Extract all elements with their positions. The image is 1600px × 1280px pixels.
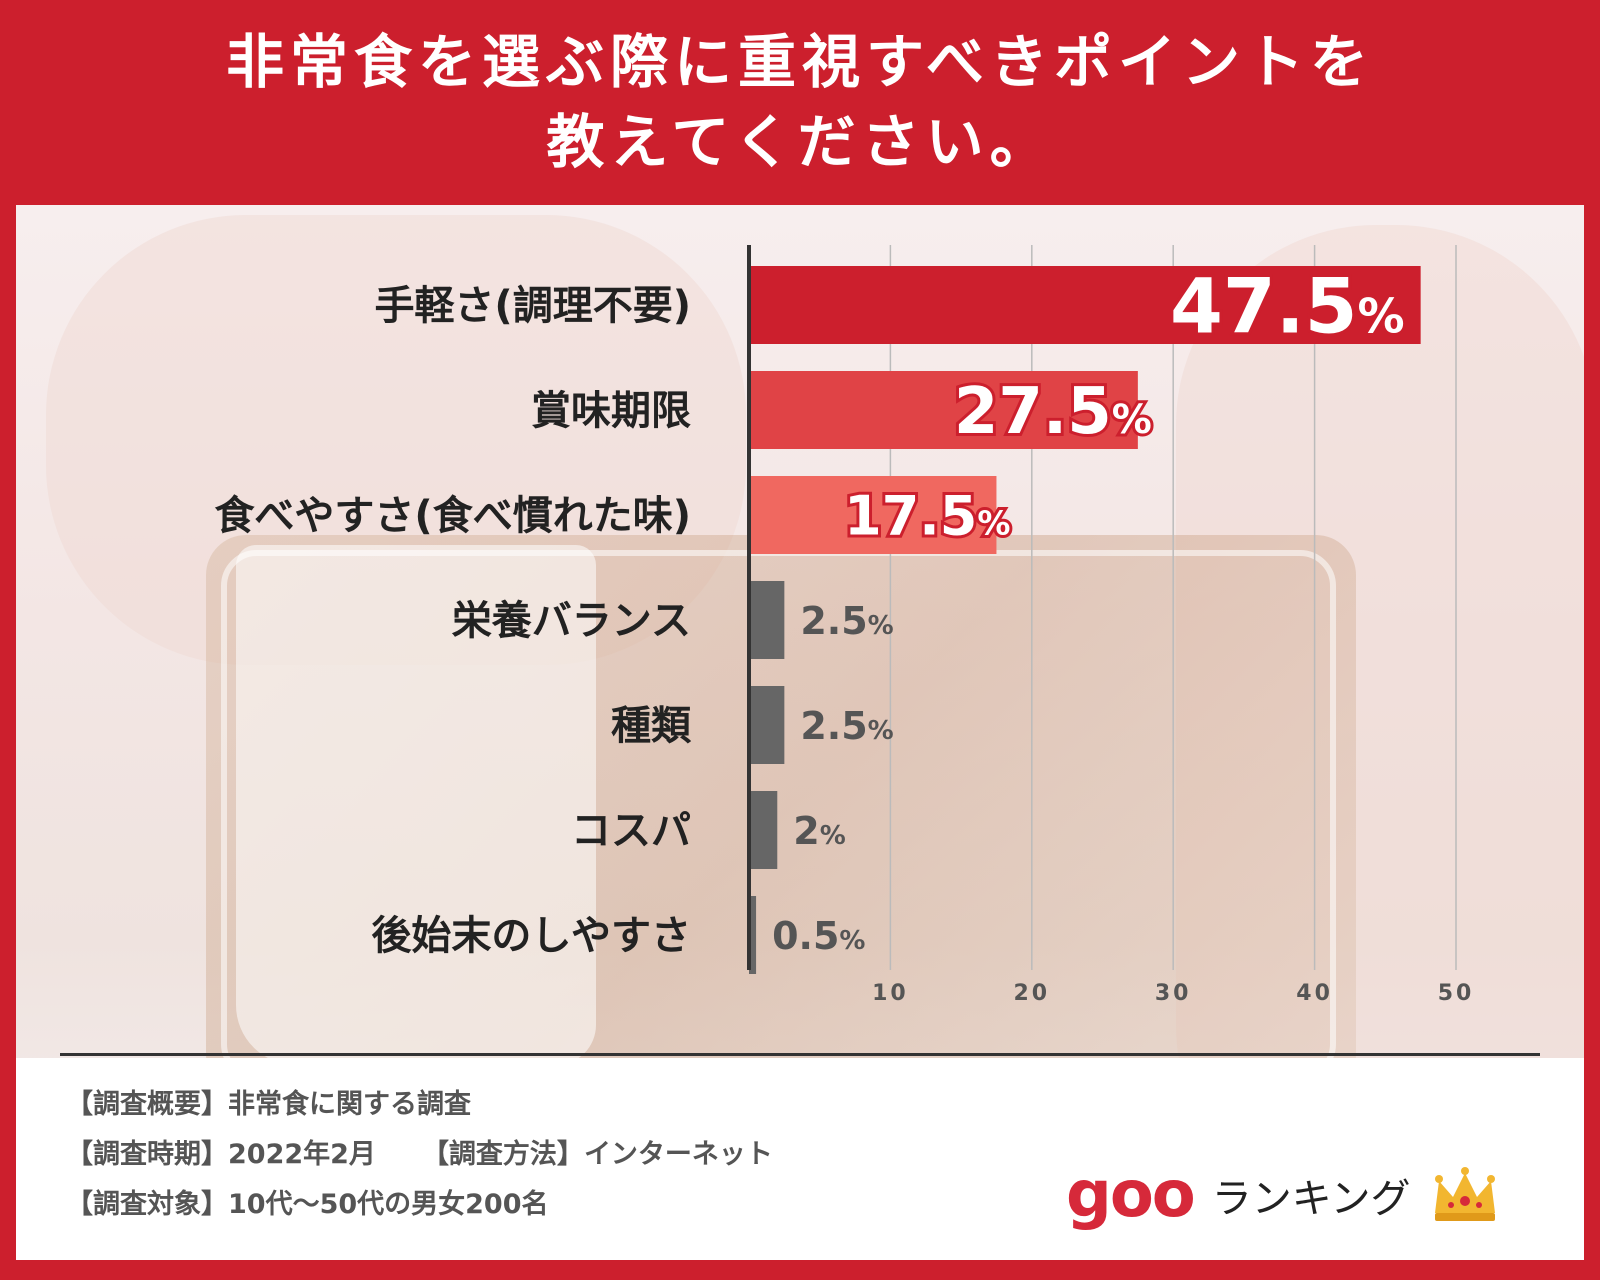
category-label-5: コスパ	[571, 808, 691, 854]
chart-panel: 10 20 30 40 50 手軽さ(調理不要) 47.5% 賞味期限 27.5% 食べやすさ(食…	[16, 205, 1584, 1260]
x-tick-label-30: 30	[1155, 981, 1192, 1006]
value-number-3: 2.5	[800, 599, 867, 643]
footer: 【調査概要】非常食に関する調査 【調査時期】2022年2月 【調査方法】インターネ…	[16, 1058, 1584, 1260]
value-label-4: 2.5%	[800, 704, 893, 748]
crown-icon	[1434, 1167, 1495, 1221]
note-target-label: 【調査対象】	[66, 1189, 228, 1220]
value-label-3: 2.5%	[800, 599, 893, 643]
note-target: 【調査対象】10代～50代の男女200名	[66, 1180, 773, 1230]
logo-brand: goo	[1066, 1158, 1196, 1232]
bar-3	[749, 581, 785, 659]
category-label-6: 後始末のしやすさ	[371, 913, 691, 959]
category-label-2: 食べやすさ(食べ慣れた味)	[214, 493, 691, 539]
background-lid	[236, 545, 596, 1065]
value-suffix-4: %	[868, 716, 894, 746]
value-label-6: 0.5%	[772, 914, 865, 958]
category-label-1: 賞味期限	[531, 388, 691, 434]
bar-2	[749, 476, 997, 554]
value-label-2: 17.5%	[844, 484, 1010, 547]
value-suffix-5: %	[820, 821, 846, 851]
value-label-1: 27.5%	[954, 375, 1152, 449]
value-label-0: 47.5%	[1170, 261, 1405, 350]
chart-title-line2: 教えてください。	[546, 108, 1054, 176]
x-tick-label-50: 50	[1438, 981, 1475, 1006]
chart-title-line1: 非常食を選ぶ際に重視すべきポイントを	[226, 28, 1374, 96]
x-tick-label-20: 20	[1013, 981, 1050, 1006]
category-label-0: 手軽さ(調理不要)	[374, 283, 691, 329]
note-method-value: インターネット	[583, 1139, 773, 1170]
logo-service: ランキング	[1211, 1176, 1411, 1222]
value-number-0: 47.5	[1170, 261, 1358, 350]
note-period-label: 【調査時期】	[66, 1139, 228, 1170]
note-method-label: 【調査方法】	[421, 1139, 584, 1170]
note-period-method: 【調査時期】2022年2月 【調査方法】インターネット	[66, 1130, 773, 1180]
value-suffix-6: %	[839, 926, 865, 956]
bar-1	[749, 371, 1138, 449]
category-label-3: 栄養バランス	[452, 598, 691, 644]
bar-chart: 10 20 30 40 50 手軽さ(調理不要) 47.5% 賞味期限 27.5% 食べやすさ(食…	[214, 245, 1475, 1006]
bar-6	[749, 896, 757, 974]
value-suffix-3: %	[868, 611, 894, 641]
bar-0	[749, 266, 1421, 344]
value-number-6: 0.5	[772, 914, 839, 958]
bar-5	[749, 791, 778, 869]
value-label-5: 2%	[793, 809, 846, 853]
note-summary-value: 非常食に関する調査	[228, 1089, 471, 1120]
bar-4	[749, 686, 785, 764]
x-tick-label-10: 10	[872, 981, 909, 1006]
goo-ranking-logo: goo ランキング	[1066, 1158, 1501, 1238]
value-number-4: 2.5	[800, 704, 867, 748]
note-summary-label: 【調査概要】	[66, 1089, 228, 1120]
value-suffix-0: %	[1358, 289, 1405, 344]
value-suffix-1: %	[1112, 397, 1152, 443]
chart-title: 非常食を選ぶ際に重視すべきポイントを 教えてください。	[0, 22, 1600, 182]
value-suffix-2: %	[977, 503, 1010, 542]
divider	[60, 1053, 1540, 1056]
value-number-2: 17.5	[844, 484, 977, 547]
survey-notes: 【調査概要】非常食に関する調査 【調査時期】2022年2月 【調査方法】インターネ…	[66, 1080, 773, 1230]
note-period-value: 2022年2月	[228, 1139, 376, 1170]
note-summary: 【調査概要】非常食に関する調査	[66, 1080, 773, 1130]
category-label-4: 種類	[611, 703, 692, 749]
value-number-1: 27.5	[954, 375, 1112, 449]
value-number-5: 2	[793, 809, 819, 853]
x-tick-label-40: 40	[1296, 981, 1333, 1006]
note-target-value: 10代～50代の男女200名	[228, 1189, 549, 1220]
